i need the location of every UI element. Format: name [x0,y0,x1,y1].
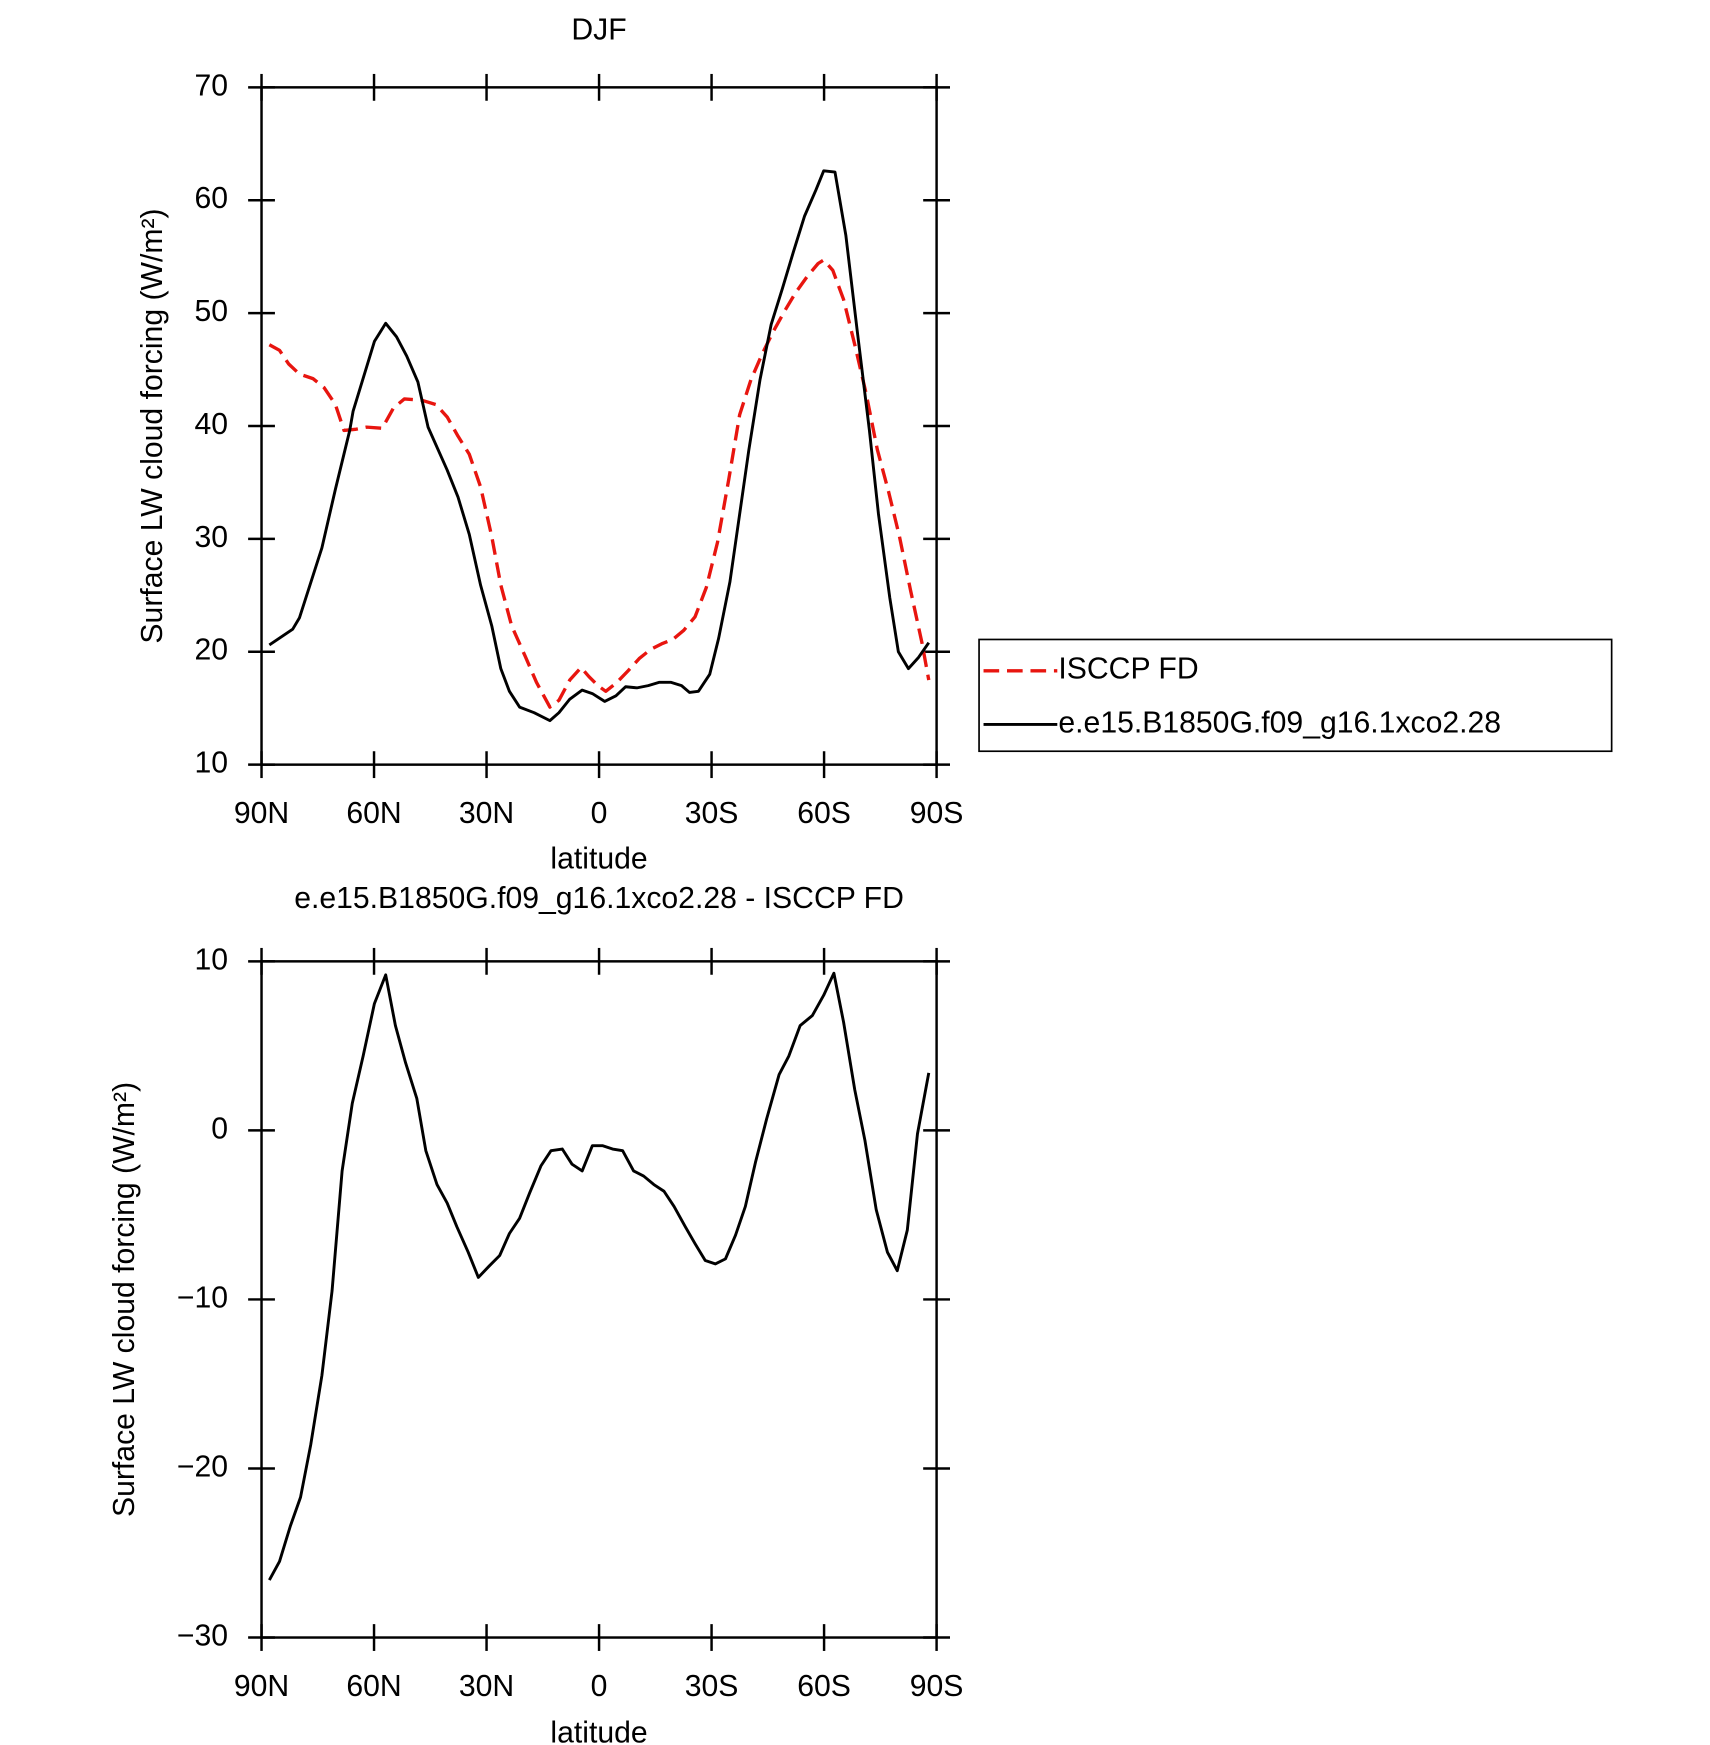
y-tick-label: 10 [194,943,228,976]
legend-label: ISCCP FD [1058,653,1198,686]
y-tick-label: 70 [194,69,228,102]
x-tick-label: 90N [234,1670,289,1703]
y-axis-label: Surface LW cloud forcing (W/m²) [108,1082,141,1517]
x-tick-label: 90N [234,797,289,830]
chart-title: e.e15.B1850G.f09_g16.1xco2.28 - ISCCP FD [294,882,904,915]
x-tick-label: 30N [459,1670,514,1703]
x-tick-label: 30N [459,797,514,830]
x-axis-label: latitude [550,843,647,876]
data-line [268,258,931,709]
x-tick-label: 60N [346,797,401,830]
x-tick-label: 90S [910,1670,964,1703]
x-tick-label: 30S [685,797,739,830]
x-tick-label: 30S [685,1670,739,1703]
y-tick-label: −20 [177,1450,228,1483]
x-tick-label: 0 [591,1670,608,1703]
y-tick-label: 40 [194,408,228,441]
y-tick-label: 30 [194,521,228,554]
y-tick-label: 0 [211,1112,228,1145]
x-tick-label: 60S [797,1670,851,1703]
legend-box [978,638,1613,753]
chart-title: DJF [571,13,626,46]
data-line [268,169,930,723]
data-line [268,971,931,1581]
legend-label: e.e15.B1850G.f09_g16.1xco2.28 [1058,706,1501,739]
y-axis-label: Surface LW cloud forcing (W/m²) [136,208,169,643]
x-tick-label: 60S [797,797,851,830]
plot-frame [260,86,938,766]
y-tick-label: 50 [194,295,228,328]
x-axis-label: latitude [550,1717,647,1745]
x-tick-label: 60N [346,1670,401,1703]
y-tick-label: 60 [194,182,228,215]
legend: ISCCP FD e.e15.B1850G.f09_g16.1xco2.28 [978,638,1613,753]
y-tick-label: −10 [177,1281,228,1314]
x-tick-label: 0 [591,797,608,830]
y-tick-label: −30 [177,1619,228,1652]
y-tick-label: 20 [194,634,228,667]
y-tick-label: 10 [194,747,228,780]
x-tick-label: 90S [910,797,964,830]
